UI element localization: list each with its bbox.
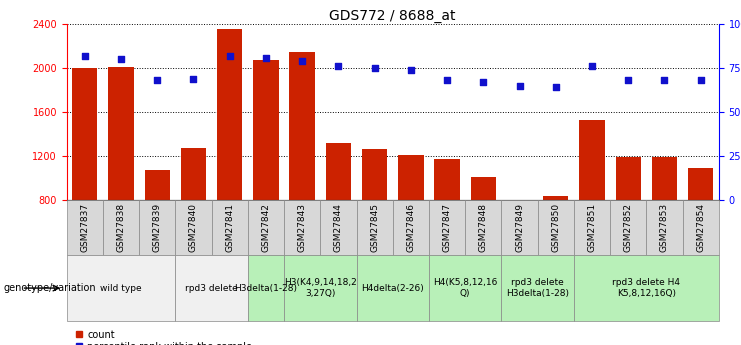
Bar [212, 200, 247, 255]
Bar [181, 148, 206, 200]
Text: GSM27853: GSM27853 [660, 203, 669, 252]
Bar [67, 255, 176, 321]
Bar [217, 29, 242, 200]
Text: GSM27854: GSM27854 [696, 203, 705, 252]
Point [296, 58, 308, 64]
Point [224, 53, 236, 59]
Point [477, 79, 489, 85]
Point [115, 57, 127, 62]
Bar [139, 200, 176, 255]
Point [333, 63, 345, 69]
Bar [429, 200, 465, 255]
Bar [574, 200, 610, 255]
Text: H4delta(2-26): H4delta(2-26) [362, 284, 424, 293]
Text: GSM27850: GSM27850 [551, 203, 560, 252]
Bar [543, 196, 568, 200]
Bar [393, 200, 429, 255]
Bar [610, 200, 646, 255]
Bar [176, 200, 212, 255]
Text: rpd3 delete H4
K5,8,12,16Q): rpd3 delete H4 K5,8,12,16Q) [612, 278, 680, 298]
Text: GSM27841: GSM27841 [225, 203, 234, 252]
Text: H4(K5,8,12,16
Q): H4(K5,8,12,16 Q) [433, 278, 497, 298]
Bar [284, 255, 356, 321]
Text: H3(K4,9,14,18,2
3,27Q): H3(K4,9,14,18,2 3,27Q) [284, 278, 356, 298]
Bar [616, 157, 641, 200]
Point [622, 78, 634, 83]
Bar [144, 170, 170, 200]
Bar [356, 200, 393, 255]
Bar [646, 200, 682, 255]
Bar [502, 255, 574, 321]
Bar [434, 159, 459, 200]
Bar [465, 200, 502, 255]
Point [79, 53, 90, 59]
Bar [471, 177, 496, 200]
Bar [320, 200, 356, 255]
Point [659, 78, 671, 83]
Bar [682, 200, 719, 255]
Bar [290, 52, 315, 200]
Bar [356, 255, 429, 321]
Point [695, 78, 707, 83]
Bar [362, 149, 388, 200]
Text: GSM27848: GSM27848 [479, 203, 488, 252]
Text: GSM27840: GSM27840 [189, 203, 198, 252]
Bar [253, 60, 279, 200]
Text: wild type: wild type [100, 284, 142, 293]
Text: GSM27839: GSM27839 [153, 203, 162, 252]
Text: GSM27845: GSM27845 [370, 203, 379, 252]
Point [514, 83, 525, 89]
Point [151, 78, 163, 83]
Bar [574, 255, 719, 321]
Text: H3delta(1-28): H3delta(1-28) [234, 284, 297, 293]
Point [586, 63, 598, 69]
Bar [67, 200, 103, 255]
Bar [108, 67, 133, 200]
Point [187, 76, 199, 81]
Bar [284, 200, 320, 255]
Point [550, 85, 562, 90]
Bar [502, 200, 538, 255]
Title: GDS772 / 8688_at: GDS772 / 8688_at [330, 9, 456, 23]
Bar [72, 68, 98, 200]
Text: GSM27843: GSM27843 [298, 203, 307, 252]
Bar [429, 255, 502, 321]
Text: GSM27838: GSM27838 [116, 203, 125, 252]
Bar [538, 200, 574, 255]
Legend: count, percentile rank within the sample: count, percentile rank within the sample [72, 326, 256, 345]
Bar [398, 155, 424, 200]
Text: GSM27842: GSM27842 [262, 203, 270, 252]
Text: GSM27844: GSM27844 [334, 203, 343, 252]
Bar [103, 200, 139, 255]
Point [260, 55, 272, 60]
Text: rpd3 delete
H3delta(1-28): rpd3 delete H3delta(1-28) [506, 278, 569, 298]
Bar [688, 168, 714, 200]
Bar [579, 120, 605, 200]
Text: GSM27846: GSM27846 [406, 203, 416, 252]
Point [441, 78, 453, 83]
Text: GSM27849: GSM27849 [515, 203, 524, 252]
Text: GSM27837: GSM27837 [80, 203, 90, 252]
Bar [652, 157, 677, 200]
Point [369, 66, 381, 71]
Text: rpd3 delete: rpd3 delete [185, 284, 238, 293]
Text: genotype/variation: genotype/variation [4, 283, 96, 293]
Point [405, 67, 416, 73]
Bar [176, 255, 247, 321]
Bar [326, 143, 351, 200]
Text: GSM27847: GSM27847 [442, 203, 451, 252]
Bar [247, 255, 284, 321]
Bar [247, 200, 284, 255]
Text: GSM27852: GSM27852 [624, 203, 633, 252]
Text: GSM27851: GSM27851 [588, 203, 597, 252]
